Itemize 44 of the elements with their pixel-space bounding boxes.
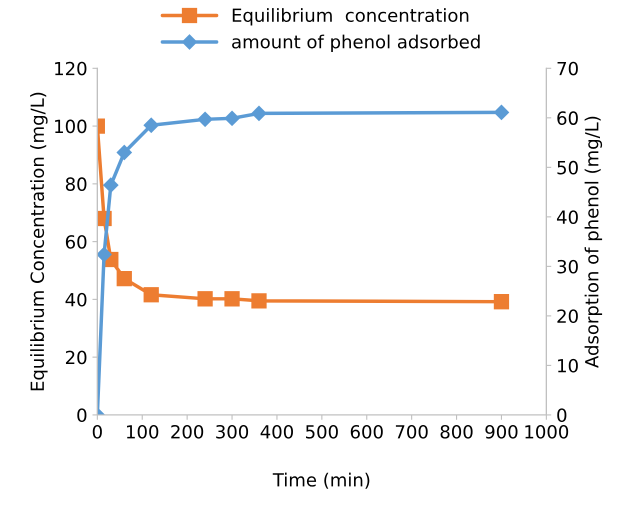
x-tick-label: 1000 <box>525 424 568 439</box>
y2-tick-label: 30 <box>557 260 578 274</box>
point <box>251 106 267 121</box>
point <box>251 293 267 308</box>
y2-tick-label: 60 <box>557 111 578 125</box>
y2-tick-label: 70 <box>558 62 578 76</box>
point <box>116 144 132 160</box>
y2-axis-title: Adsorption of phenol (mg/L) <box>584 116 602 368</box>
y2-tick-label: 50 <box>557 160 578 174</box>
y-tick-label: 40 <box>66 292 86 306</box>
y-tick-label: 0 <box>77 408 86 422</box>
point <box>198 112 213 127</box>
point <box>103 178 118 193</box>
x-tick-label: 300 <box>216 424 248 439</box>
legend-label: Equilibrium concentration <box>232 8 468 26</box>
x-tick-label: 200 <box>171 424 204 439</box>
x-tick-label: 400 <box>260 424 293 439</box>
point <box>144 118 159 133</box>
y-tick-label: 20 <box>66 350 86 364</box>
y2-tick-label: 0 <box>557 408 566 422</box>
point <box>144 287 159 302</box>
x-tick-label: 100 <box>126 424 158 439</box>
y2-tick-label: 10 <box>558 358 578 373</box>
point <box>494 104 510 120</box>
y-tick-label: 60 <box>66 235 86 249</box>
y-tick-label: 120 <box>55 62 86 76</box>
y-axis-title: Equilibrium Concentration (mg/L) <box>30 92 48 390</box>
y2-tick-label: 40 <box>556 210 578 224</box>
x-tick-label: 700 <box>396 424 428 439</box>
point <box>197 291 213 306</box>
x-tick-label: 900 <box>485 424 518 439</box>
point <box>494 294 510 310</box>
legend-label: amount of phenol adsorbed <box>232 34 480 52</box>
point <box>224 110 240 126</box>
x-tick-label: 800 <box>440 424 473 439</box>
y-tick-label: 100 <box>55 120 86 134</box>
y2-tick-label: 20 <box>557 309 578 324</box>
point <box>224 291 240 306</box>
x-axis-title: Time (min) <box>272 472 370 489</box>
point <box>116 270 132 286</box>
x-tick-label: 0 <box>92 424 102 439</box>
x-tick-label: 600 <box>350 424 383 439</box>
y-tick-label: 80 <box>66 177 86 191</box>
x-tick-label: 500 <box>306 424 338 439</box>
